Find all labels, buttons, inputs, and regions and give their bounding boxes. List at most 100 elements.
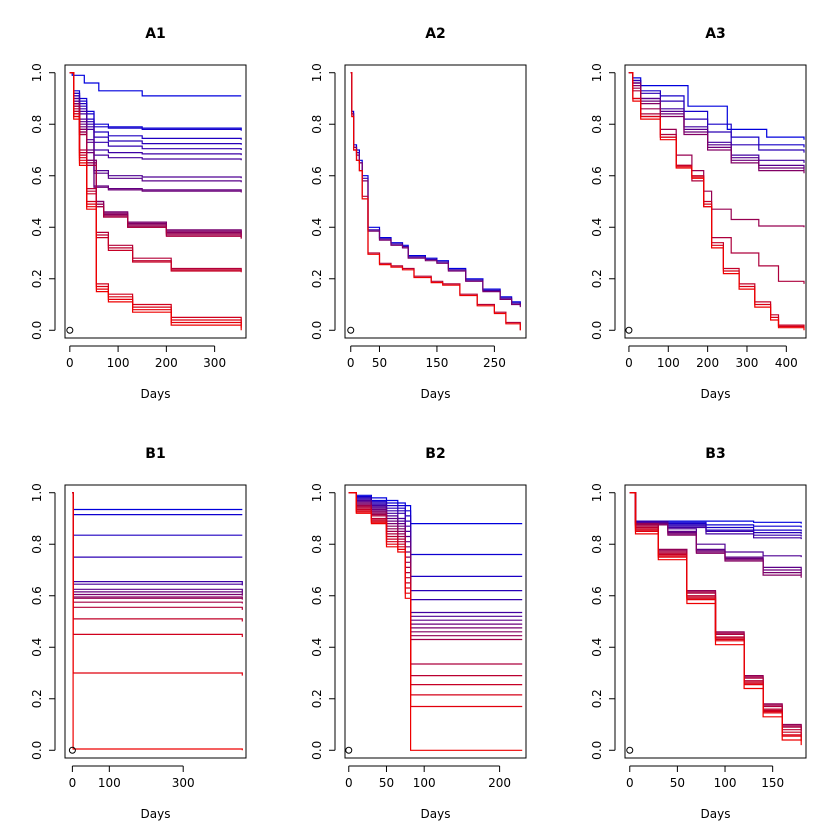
origin-marker <box>345 746 353 754</box>
x-tick-label: 0 <box>626 776 634 790</box>
panel-title: A2 <box>425 26 446 42</box>
series-line <box>72 492 243 751</box>
panel-title: B2 <box>425 446 445 462</box>
series-line <box>628 72 805 148</box>
y-tick-label: 0.0 <box>30 741 44 760</box>
series-line <box>348 492 523 751</box>
x-axis-title: Days <box>141 387 171 401</box>
y-tick-label: 0.6 <box>310 586 324 605</box>
series-line <box>72 492 243 592</box>
x-tick-label: 150 <box>425 356 448 370</box>
origin-marker <box>66 326 74 334</box>
plot-frame <box>344 484 527 759</box>
series-line <box>72 492 243 516</box>
x-tick-label: 0 <box>345 776 353 790</box>
series-line <box>69 72 242 270</box>
y-tick-label: 0.0 <box>590 741 604 760</box>
y-tick-label: 0.8 <box>590 115 604 134</box>
x-axis-title: Days <box>701 387 731 401</box>
series-line <box>72 492 243 599</box>
series-line <box>69 72 242 140</box>
series-line <box>629 492 802 532</box>
y-tick-label: 0.6 <box>590 166 604 185</box>
y-tick-label: 0.2 <box>590 689 604 708</box>
series-line <box>69 72 242 97</box>
y-tick-label: 1.0 <box>590 483 604 502</box>
x-axis-title: Days <box>701 807 731 821</box>
plot-frame <box>64 64 247 339</box>
series-line <box>350 72 521 331</box>
series-line <box>350 72 521 308</box>
series-line <box>72 492 243 536</box>
x-tick-label: 0 <box>66 356 74 370</box>
series-line <box>69 72 242 130</box>
x-axis-title: Days <box>421 387 451 401</box>
panel-a1: A1 0 100 200 300 Days 0.0 0.2 0.4 0.6 0.8 1.0 <box>30 26 247 401</box>
x-tick-label: 200 <box>488 776 511 790</box>
series-line <box>628 72 805 328</box>
origin-marker <box>626 746 634 754</box>
series-line <box>628 72 805 327</box>
series-line <box>69 72 242 233</box>
y-tick-label: 0.6 <box>30 166 44 185</box>
x-tick-label: 50 <box>670 776 685 790</box>
x-axis-title: Days <box>421 807 451 821</box>
series-line <box>69 72 242 324</box>
series-line <box>72 492 243 596</box>
series-line <box>628 72 805 153</box>
y-tick-label: 0.4 <box>590 218 604 237</box>
panel-title: B1 <box>145 446 165 462</box>
x-tick-label: 100 <box>714 776 737 790</box>
panel-a2: A2 0 50 150 250 Days 0.0 0.2 0.4 0.6 0.8 1.0 <box>310 26 527 401</box>
panel-b2: B2 0 50 100 200 Days 0.0 0.2 0.4 0.6 0.8 1.0 <box>310 446 527 821</box>
y-tick-label: 0.8 <box>310 115 324 134</box>
series-line <box>348 492 523 525</box>
series-line <box>72 492 243 511</box>
panel-title: A3 <box>705 26 726 42</box>
y-tick-label: 0.0 <box>310 321 324 340</box>
series-line <box>69 72 242 271</box>
y-tick-label: 0.8 <box>310 535 324 554</box>
panel-a3: A3 0 100 200 300 400 Days 0.0 0.2 0.4 0.6 0.8 1.0 <box>590 26 807 401</box>
x-tick-label: 300 <box>736 356 759 370</box>
series-line <box>629 492 802 746</box>
series-line <box>348 492 523 641</box>
series-line <box>69 72 242 326</box>
series-line <box>69 72 242 161</box>
series-line <box>350 72 521 305</box>
plot-frame <box>624 484 807 759</box>
series-line <box>69 72 242 131</box>
y-tick-label: 0.0 <box>590 321 604 340</box>
y-tick-label: 0.8 <box>30 535 44 554</box>
series-line <box>69 72 242 239</box>
origin-marker <box>625 326 633 334</box>
series-line <box>629 492 802 524</box>
x-tick-label: 300 <box>203 356 226 370</box>
series-line <box>628 72 805 174</box>
y-tick-label: 0.8 <box>30 115 44 134</box>
plot-frame <box>64 484 247 759</box>
series-line <box>350 72 521 306</box>
origin-marker <box>68 746 76 754</box>
x-tick-label: 0 <box>347 356 355 370</box>
series-line <box>72 492 243 585</box>
origin-marker <box>347 326 355 334</box>
series-line <box>72 492 243 558</box>
y-tick-label: 0.2 <box>30 269 44 288</box>
x-tick-label: 50 <box>372 356 387 370</box>
x-tick-label: 0 <box>625 356 633 370</box>
x-tick-label: 100 <box>98 776 121 790</box>
y-tick-label: 0.4 <box>30 218 44 237</box>
y-tick-label: 0.0 <box>310 741 324 760</box>
y-tick-label: 0.4 <box>310 638 324 657</box>
series-line <box>72 492 243 600</box>
y-tick-label: 1.0 <box>30 483 44 502</box>
x-tick-label: 50 <box>379 776 394 790</box>
series-line <box>628 72 805 171</box>
x-tick-label: 0 <box>69 776 77 790</box>
series-line <box>628 72 805 140</box>
series-line <box>348 492 523 556</box>
series-line <box>69 72 242 183</box>
y-tick-label: 0.0 <box>30 321 44 340</box>
y-tick-label: 1.0 <box>30 63 44 82</box>
